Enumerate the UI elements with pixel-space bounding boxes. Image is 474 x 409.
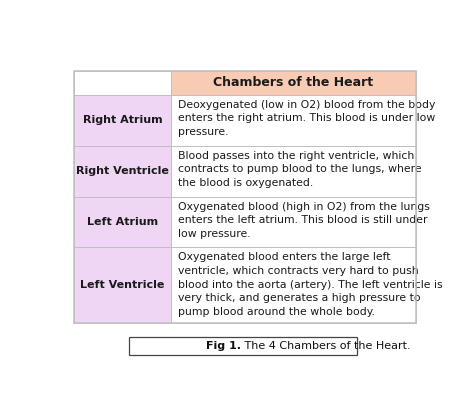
Text: Deoxygenated (low in O2) blood from the body
enters the right atrium. This blood: Deoxygenated (low in O2) blood from the … (178, 100, 435, 137)
Bar (171, 197, 416, 247)
Text: Left Ventricle: Left Ventricle (81, 280, 165, 290)
Text: Chambers of the Heart: Chambers of the Heart (213, 76, 374, 90)
Bar (74, 71, 416, 323)
Text: Blood passes into the right ventricle, which
contracts to pump blood to the lung: Blood passes into the right ventricle, w… (178, 151, 421, 188)
Text: Right Atrium: Right Atrium (83, 115, 163, 125)
Text: Oxygenated blood enters the large left
ventricle, which contracts very hard to p: Oxygenated blood enters the large left v… (178, 252, 443, 317)
Bar (129, 337, 357, 355)
Bar (74, 197, 171, 247)
Bar (74, 71, 171, 95)
Text: Fig 1.: Fig 1. (206, 341, 241, 351)
Text: The 4 Chambers of the Heart.: The 4 Chambers of the Heart. (241, 341, 410, 351)
Bar (74, 95, 171, 146)
Bar (171, 71, 416, 95)
Bar (171, 247, 416, 323)
Bar (171, 146, 416, 197)
Bar (171, 95, 416, 146)
Bar (74, 146, 171, 197)
Text: Left Atrium: Left Atrium (87, 217, 158, 227)
Text: Right Ventricle: Right Ventricle (76, 166, 169, 176)
Text: Oxygenated blood (high in O2) from the lungs
enters the left atrium. This blood : Oxygenated blood (high in O2) from the l… (178, 202, 430, 239)
Bar (74, 247, 171, 323)
